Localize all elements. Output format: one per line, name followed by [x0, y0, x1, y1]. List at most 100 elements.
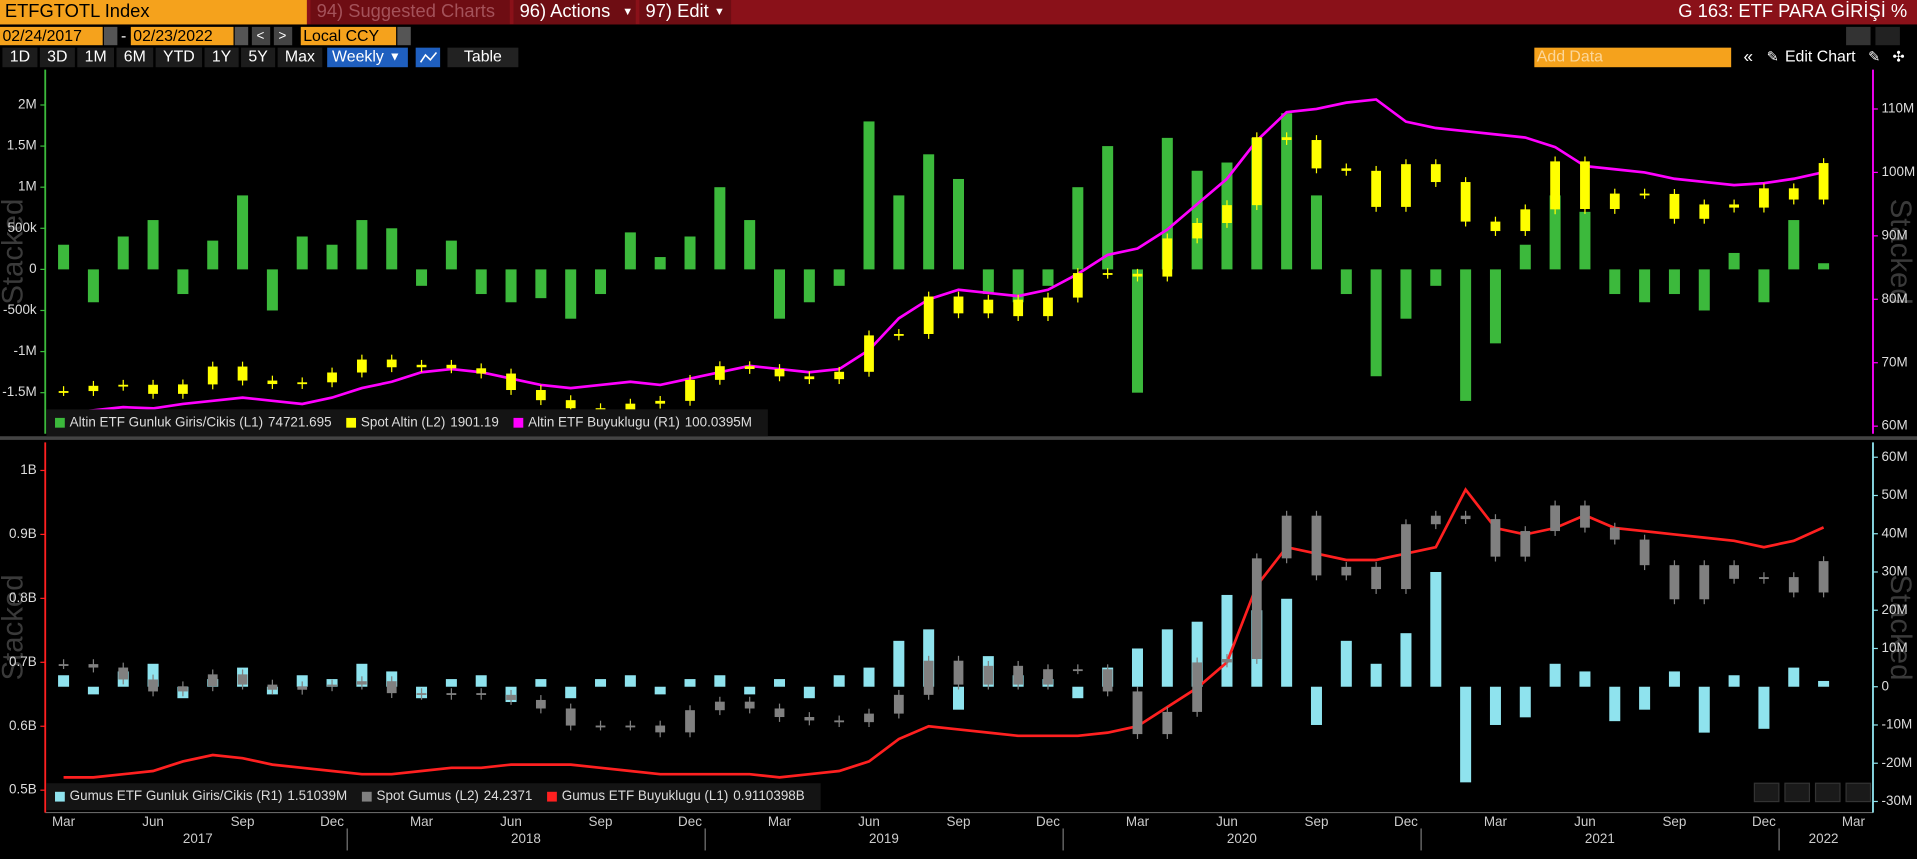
period-label[interactable]: 3D	[47, 49, 67, 66]
bar	[595, 269, 607, 295]
bar	[1489, 686, 1501, 725]
calendar-icon[interactable]	[103, 26, 118, 46]
end-date[interactable]: 02/23/2022	[133, 28, 213, 45]
year-label: 2020	[1227, 831, 1257, 846]
period-label[interactable]: 1D	[10, 49, 30, 66]
bar	[774, 269, 786, 319]
candle-body	[1580, 161, 1590, 209]
start-date-box[interactable]	[0, 26, 103, 46]
table-label[interactable]: Table	[464, 49, 502, 66]
candle-body	[506, 694, 516, 700]
axis-title: Stacked	[1884, 574, 1917, 680]
currency[interactable]: Local CCY	[303, 28, 379, 45]
period-button[interactable]	[39, 47, 75, 68]
period-label[interactable]: 5Y	[248, 49, 268, 66]
tool-button[interactable]	[1845, 782, 1872, 803]
candle-body	[1788, 188, 1799, 200]
period-button[interactable]	[2, 47, 38, 68]
settings-icon[interactable]: ✣	[1893, 49, 1905, 65]
period-button[interactable]	[241, 47, 276, 68]
suggested-label[interactable]: 94) Suggested Charts	[317, 0, 495, 21]
bar	[1310, 686, 1322, 725]
period-button[interactable]	[204, 47, 239, 68]
collapse-icon[interactable]: «	[1744, 47, 1754, 66]
actions-button[interactable]	[513, 0, 636, 25]
frequency[interactable]: Weekly	[332, 49, 384, 66]
next-button[interactable]	[273, 26, 293, 46]
end-date-box[interactable]	[130, 26, 234, 46]
actions-label[interactable]: 96) Actions	[520, 0, 611, 21]
ticker-box[interactable]	[0, 0, 307, 25]
x-tick-label: Jun	[142, 814, 164, 829]
bar	[833, 675, 845, 687]
period-button[interactable]	[155, 47, 203, 68]
candle-body	[923, 296, 934, 334]
add-data-input[interactable]	[1534, 47, 1732, 68]
candle-body	[1759, 577, 1769, 579]
candle-body	[864, 335, 874, 372]
edit-button[interactable]	[639, 0, 732, 25]
period-label[interactable]: YTD	[163, 49, 195, 66]
prev-button[interactable]	[251, 26, 271, 46]
ticker[interactable]: ETFGTOTL Index	[5, 0, 150, 21]
candle-body	[1251, 558, 1262, 660]
edit-label[interactable]: 97) Edit	[646, 0, 709, 21]
bar	[535, 269, 547, 299]
candle-body	[237, 674, 248, 685]
legend-name: Spot Gumus (L2)	[377, 788, 479, 803]
candle-body	[356, 681, 367, 685]
undo-button[interactable]	[1846, 26, 1871, 46]
candle-body	[685, 710, 695, 733]
add-data-placeholder[interactable]: Add Data	[1537, 49, 1603, 66]
candle-body	[1132, 691, 1143, 735]
bar	[207, 240, 219, 270]
bar	[1072, 187, 1084, 270]
period-label[interactable]: 1Y	[212, 49, 232, 66]
table-button[interactable]	[447, 47, 519, 68]
candle-body	[1072, 669, 1083, 672]
candle-body	[1580, 505, 1590, 528]
candle-body	[1192, 223, 1203, 239]
period-label[interactable]: 1M	[85, 49, 107, 66]
tool-button[interactable]	[1814, 782, 1841, 803]
line	[63, 98, 1824, 415]
bar	[177, 269, 189, 295]
period-button[interactable]	[77, 47, 115, 68]
redo-button[interactable]	[1875, 26, 1900, 46]
y2-tick-label: 50M	[1882, 487, 1908, 502]
candle-body	[1699, 565, 1710, 600]
currency-box[interactable]	[300, 26, 397, 46]
tool-button[interactable]	[1753, 782, 1780, 803]
edit-chart[interactable]: Edit Chart	[1785, 49, 1856, 66]
calendar-icon[interactable]	[234, 26, 249, 46]
candle-body	[1341, 168, 1352, 171]
y2-tick-label: 90M	[1882, 227, 1908, 242]
bar	[58, 675, 70, 687]
suggested-button[interactable]	[310, 0, 510, 25]
frequency-button[interactable]	[327, 47, 408, 68]
legend-swatch	[361, 791, 372, 802]
period-button[interactable]	[277, 47, 323, 68]
period-label[interactable]: 6M	[124, 49, 146, 66]
bar	[1698, 686, 1710, 733]
start-date[interactable]: 02/24/2017	[2, 28, 82, 45]
tool-button[interactable]	[1784, 782, 1811, 803]
bar	[565, 269, 577, 319]
bar	[1131, 269, 1143, 393]
tool-icon[interactable]: ✎	[1868, 49, 1880, 65]
axis-title: Stacked	[1884, 199, 1917, 305]
candle-body	[1609, 193, 1620, 209]
next-arrow: >	[278, 28, 286, 43]
period-button[interactable]	[116, 47, 154, 68]
currency-dropdown[interactable]	[397, 26, 411, 46]
bar	[1519, 686, 1531, 718]
candle-body	[416, 693, 427, 695]
y-tick-label: 1B	[20, 462, 36, 477]
candle-body	[327, 684, 337, 687]
candle-body	[118, 384, 129, 387]
period-label[interactable]: Max	[285, 49, 315, 66]
candle-body	[1609, 527, 1620, 540]
bar	[1281, 113, 1293, 270]
candle-body	[1102, 273, 1113, 275]
